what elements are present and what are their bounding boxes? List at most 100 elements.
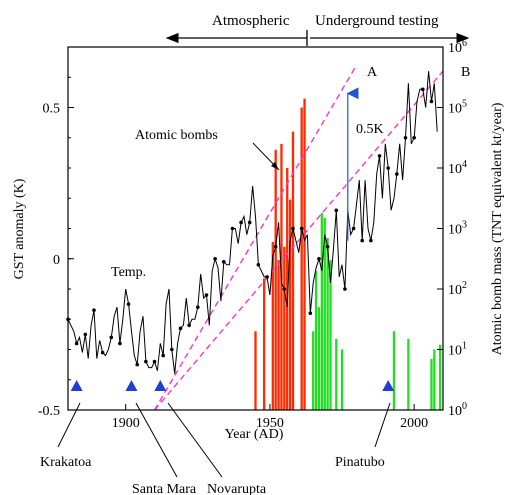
pinatubo-label: Pinatubo (335, 455, 385, 470)
x-axis-title: Year (AD) (225, 427, 284, 442)
underground-bar (329, 260, 332, 410)
atmospheric-bar (300, 107, 303, 410)
underground-bar (430, 358, 433, 410)
temp-point (178, 326, 183, 331)
atmospheric-bar (303, 98, 306, 411)
atomic-bombs-annotation: Atomic bombs (135, 128, 218, 143)
temp-point (126, 302, 131, 306)
atmospheric-bar (274, 149, 277, 410)
krakatoa-leader (57, 402, 81, 448)
temp-point (213, 256, 217, 261)
atmospheric-bar (288, 199, 292, 410)
trend-label-a: A (367, 65, 378, 80)
eruption-layer (70, 380, 395, 391)
temp-point (395, 172, 399, 176)
underground-bar (317, 307, 321, 410)
temp-point (161, 353, 165, 358)
temp-point (377, 154, 382, 158)
underground-bar (433, 349, 436, 410)
underground-bar (326, 237, 329, 410)
y-left-tick-label: 0 (53, 253, 60, 268)
temp-point (317, 256, 321, 261)
temp-point (196, 305, 200, 309)
eruption-marker (70, 380, 83, 391)
underground-bar (323, 217, 326, 410)
y-left-tick-label: 0.5 (43, 102, 61, 117)
temp-point (351, 226, 356, 231)
pinatubo-leader (374, 402, 391, 448)
temp-point (360, 238, 365, 243)
santa-mara-leader (135, 402, 178, 478)
temp-point (221, 259, 226, 264)
temp-point (308, 311, 313, 316)
temp-point (325, 244, 330, 249)
trend-label-b: B (461, 65, 470, 80)
x-tick-label: 2000 (400, 416, 428, 431)
temp-point (230, 226, 235, 231)
temp-point (334, 208, 339, 213)
underground-bar (438, 344, 442, 410)
temp-point (239, 220, 243, 225)
temp-point (109, 335, 114, 340)
temp-point (92, 308, 96, 312)
temp-point (247, 220, 252, 225)
novarupta-leader (167, 402, 223, 478)
temp-series (66, 71, 438, 374)
atmospheric-bar (263, 278, 266, 410)
eruption-marker (382, 380, 395, 391)
y-right-tick-label: 100 (448, 401, 467, 419)
temp-point (118, 341, 122, 346)
temp-point (273, 244, 278, 249)
temp-point (144, 359, 148, 364)
underground-bar (312, 331, 315, 410)
temp-point (100, 350, 105, 355)
underground-bar (407, 338, 410, 410)
temp-point (386, 166, 390, 170)
y-axis-right-title: Atomic bomb mass (TNT equivalent kt/year… (490, 102, 505, 355)
underground-bar (314, 270, 318, 410)
atmospheric-bar (277, 260, 280, 410)
temp-point (282, 287, 287, 291)
atmospheric-bar (271, 241, 274, 410)
trend-line-a (153, 64, 358, 411)
atmospheric-bar (291, 131, 295, 410)
y-right-tick-label: 105 (448, 99, 467, 117)
temp-point (299, 226, 304, 231)
period-atmospheric-label: Atmospheric (212, 13, 290, 29)
y-right-tick-label: 106 (448, 38, 467, 56)
temp-series-label: Temp. (111, 265, 146, 280)
temp-point (83, 332, 88, 337)
axis-layer: 1900 1950 2000 -0.5 0 0.5 100 101 102 103 104 105 10… (38, 38, 467, 431)
x-tick-label: 1900 (112, 416, 140, 431)
y-right-tick-label: 102 (448, 280, 467, 298)
period-underground-label: Underground testing (315, 13, 439, 29)
underground-bar (392, 331, 396, 410)
y-right-tick-label: 104 (448, 159, 467, 177)
y-right-tick-label: 101 (448, 341, 467, 359)
temp-point (403, 135, 408, 140)
y-axis-left-title: GST anomaly (K) (12, 178, 27, 279)
temp-point (74, 341, 79, 346)
temp-point (187, 323, 191, 328)
y-right-tick-label: 103 (448, 220, 467, 238)
half-k-label: 0.5K (356, 122, 384, 137)
bars-layer (254, 98, 442, 411)
atmospheric-bar (283, 246, 286, 410)
temp-point (170, 347, 174, 352)
temp-point (369, 238, 373, 243)
temp-point (152, 359, 157, 364)
temp-point (412, 135, 416, 140)
temp-point (265, 275, 269, 279)
temp-line (67, 71, 438, 374)
temp-point (256, 263, 261, 267)
underground-bar (335, 338, 338, 410)
atmospheric-bar (286, 168, 289, 410)
eruption-marker (154, 380, 167, 391)
y-left-tick-label: -0.5 (38, 404, 60, 419)
krakatoa-label: Krakatoa (40, 455, 92, 470)
eruption-marker (125, 380, 138, 391)
temp-point (291, 226, 295, 231)
temp-point (135, 362, 140, 367)
novarupta-label: Novarupta (207, 482, 267, 495)
